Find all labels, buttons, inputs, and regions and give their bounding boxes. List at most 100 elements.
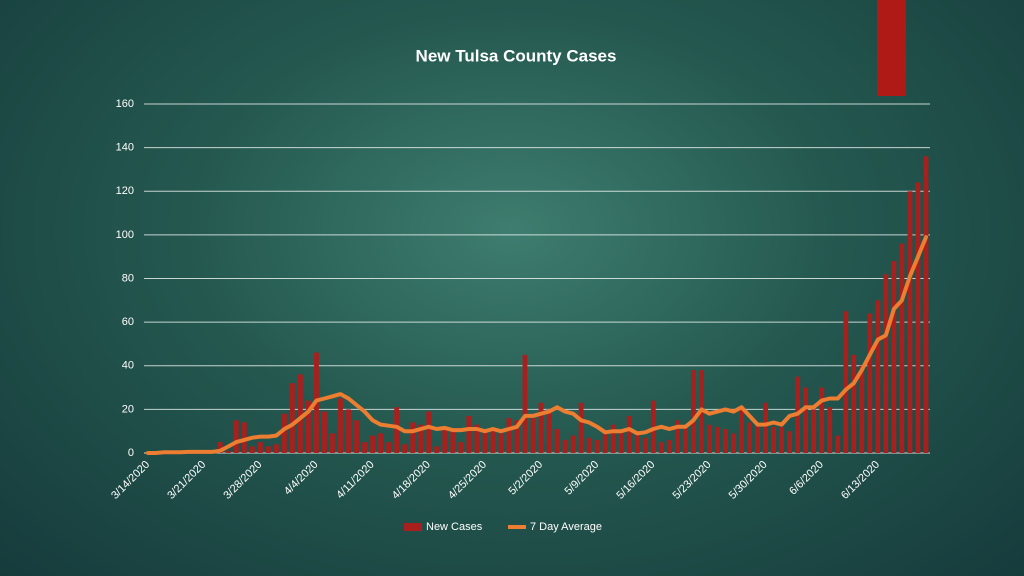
x-tick-label: 4/11/2020	[334, 459, 377, 502]
x-tick-label: 4/4/2020	[282, 459, 321, 498]
bar	[281, 413, 287, 453]
bar	[241, 422, 247, 453]
bar	[763, 402, 768, 453]
bar	[217, 442, 223, 453]
bar	[418, 424, 424, 453]
bar	[907, 191, 913, 453]
bar	[891, 261, 897, 453]
bar	[923, 156, 929, 453]
bar	[723, 429, 728, 453]
bar	[707, 424, 712, 453]
bar	[426, 411, 432, 453]
bar	[787, 431, 793, 453]
x-tick-label: 6/13/2020	[839, 459, 882, 502]
bar	[474, 424, 480, 453]
x-tick-label: 6/6/2020	[787, 459, 826, 498]
x-tick-label: 3/28/2020	[221, 459, 264, 502]
bar	[514, 420, 520, 453]
bar	[883, 274, 889, 453]
bar	[273, 444, 279, 453]
y-tick-label: 80	[122, 272, 134, 284]
chart-title: New Tulsa County Cases	[416, 46, 617, 65]
bar	[378, 433, 384, 453]
bar	[410, 422, 416, 453]
y-tick-label: 100	[116, 229, 134, 241]
y-tick-label: 0	[128, 447, 134, 459]
bar	[731, 433, 736, 453]
bar	[538, 402, 544, 453]
y-tick-label: 140	[116, 142, 134, 154]
bar	[450, 431, 456, 453]
bar	[626, 415, 632, 453]
bar	[811, 409, 817, 453]
x-tick-label: 5/2/2020	[506, 459, 545, 498]
bar	[634, 433, 640, 453]
bar	[594, 439, 600, 453]
bar	[803, 387, 809, 453]
bar	[386, 442, 392, 453]
bar	[506, 418, 512, 453]
bar	[851, 354, 857, 453]
bar	[779, 426, 785, 453]
bar	[739, 407, 744, 453]
bar	[289, 383, 295, 453]
bar	[755, 422, 760, 453]
x-tick-label: 5/23/2020	[671, 459, 714, 502]
y-tick-label: 160	[116, 98, 134, 110]
bar	[618, 431, 624, 453]
bar	[233, 420, 239, 453]
bar	[458, 442, 464, 453]
bar	[674, 420, 680, 453]
bar	[249, 446, 255, 453]
bar	[466, 415, 472, 453]
x-tick-label: 4/25/2020	[446, 459, 489, 502]
bar	[522, 354, 528, 453]
line	[146, 235, 928, 455]
bar	[498, 433, 504, 453]
bar	[434, 446, 440, 453]
bar	[715, 426, 720, 453]
bar	[666, 439, 672, 453]
bar	[682, 426, 688, 453]
x-tick-label: 3/14/2020	[109, 459, 152, 502]
legend-swatch	[404, 523, 422, 531]
bar	[362, 442, 367, 453]
bar	[265, 446, 271, 453]
bar	[346, 409, 351, 453]
bar	[586, 437, 592, 453]
bar	[490, 431, 496, 453]
bar	[610, 424, 616, 453]
legend-label: New Cases	[426, 521, 483, 533]
bar	[530, 418, 536, 453]
bar	[915, 182, 921, 453]
bar	[642, 437, 648, 453]
bar	[658, 442, 664, 453]
bar	[771, 426, 777, 453]
bar	[257, 442, 263, 453]
legend-label: 7 Day Average	[530, 521, 602, 533]
bar	[875, 300, 881, 453]
bar	[843, 311, 849, 453]
bar	[442, 426, 448, 453]
bar	[819, 387, 825, 453]
y-tick-label: 40	[122, 360, 134, 372]
bar	[578, 402, 584, 453]
x-tick-label: 3/21/2020	[165, 459, 208, 502]
bar	[650, 400, 656, 453]
bar	[827, 407, 833, 453]
y-tick-label: 120	[116, 185, 134, 197]
bar	[546, 409, 552, 453]
bar	[570, 435, 576, 453]
y-tick-label: 60	[122, 316, 134, 328]
bar	[297, 374, 303, 453]
bar	[322, 411, 327, 453]
x-tick-label: 5/16/2020	[614, 459, 657, 502]
bar	[330, 433, 335, 453]
bar	[225, 450, 231, 453]
bar	[690, 370, 696, 453]
bar	[354, 420, 359, 453]
accent-bar	[877, 0, 906, 96]
bar	[394, 407, 400, 453]
bar	[562, 439, 568, 453]
bar	[338, 398, 343, 453]
